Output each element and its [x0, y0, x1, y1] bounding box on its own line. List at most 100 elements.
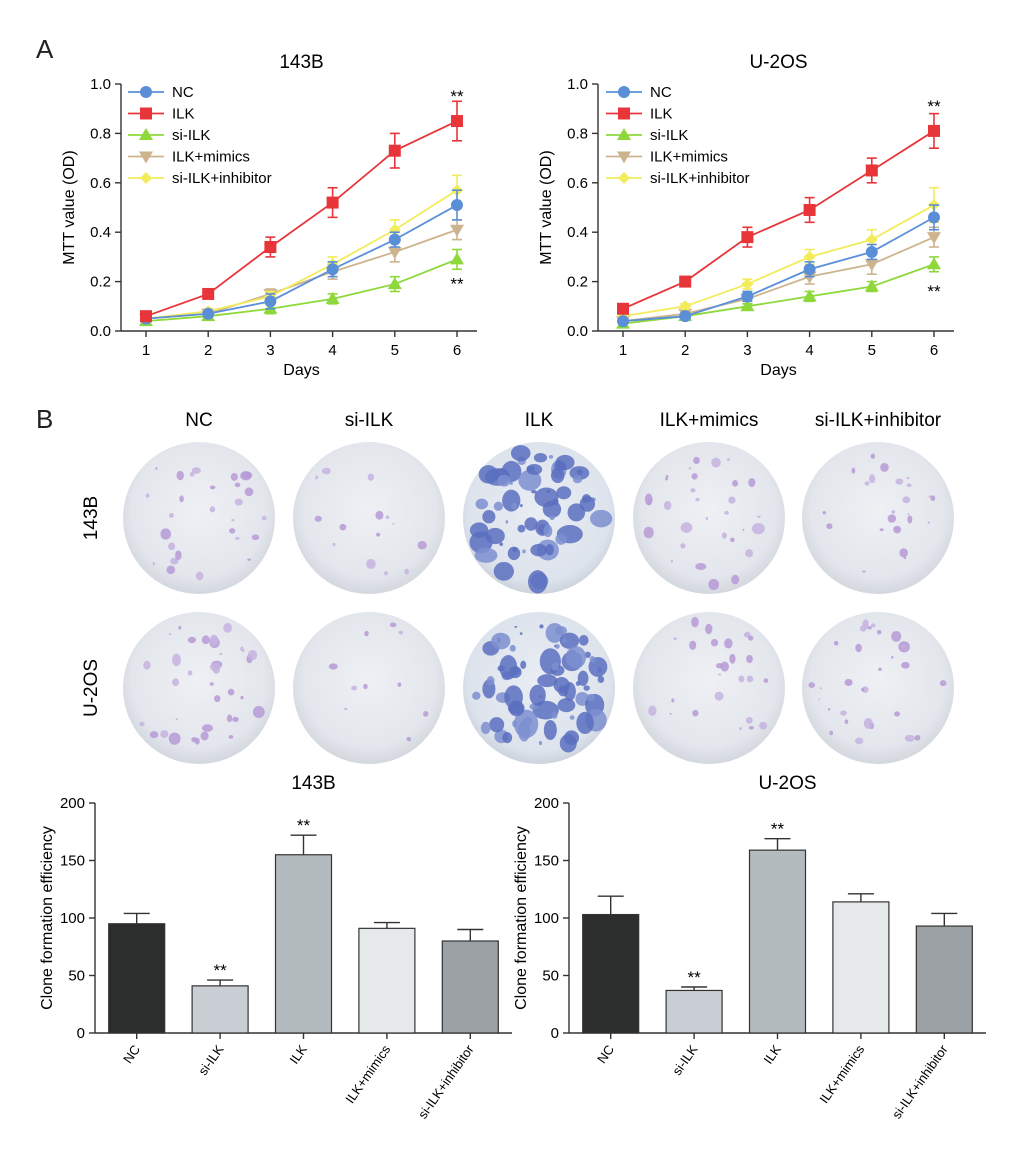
y-tick-label: 100	[60, 910, 85, 927]
colony	[493, 501, 503, 511]
row-label-u-2os: U-2OS	[81, 659, 102, 717]
colony	[680, 543, 686, 549]
plate-dish	[293, 612, 445, 764]
colony	[518, 469, 542, 491]
marker-ilk-5	[865, 164, 878, 177]
x-tick-label-si-ilk: si-ILK	[669, 1042, 701, 1078]
marker-legend-nc	[140, 86, 152, 98]
marker-legend-nc	[618, 86, 630, 98]
x-tick-label: 4	[328, 342, 336, 359]
marker-ilk-mimics-5	[864, 259, 879, 272]
colony	[844, 678, 853, 687]
colony	[930, 495, 936, 502]
legend-label-si-ilk-inhibitor: si-ILK+inhibitor	[650, 170, 750, 187]
colony	[502, 732, 513, 744]
colony	[191, 737, 198, 743]
marker-legend-ilk	[140, 107, 152, 120]
marker-ilk-1	[617, 302, 629, 315]
colony	[520, 503, 523, 508]
colony	[870, 453, 876, 459]
colony	[171, 653, 181, 667]
colony	[705, 623, 713, 635]
colony	[644, 493, 653, 506]
colony	[475, 498, 488, 510]
plate-143b-ilk	[463, 442, 615, 594]
colony	[530, 543, 548, 557]
colony	[242, 649, 245, 652]
series-line-si-ilk-inhibitor	[622, 204, 935, 318]
marker-legend-ilk-mimics	[139, 151, 153, 164]
series-line-si-ilk	[145, 258, 458, 323]
colony	[389, 622, 397, 628]
bar-ilk	[748, 849, 807, 1034]
colony	[351, 685, 358, 691]
marker-si-ilk-inhibitor-5	[865, 233, 878, 246]
significance-mark: **	[927, 97, 941, 116]
colony	[145, 493, 150, 498]
marker-nc-3	[741, 290, 754, 303]
column-label-ilk-mimics: ILK+mimics	[660, 410, 759, 431]
marker-ilk-2	[202, 287, 215, 300]
series-line-ilk	[145, 120, 458, 318]
colony	[759, 721, 768, 730]
colony	[689, 640, 697, 650]
series-ilk-mimics	[616, 226, 941, 329]
y-tick-label: 200	[60, 795, 85, 812]
marker-ilk-3	[741, 231, 754, 244]
marker-si-ilk-4	[325, 291, 340, 304]
plate-143b-nc	[123, 442, 275, 594]
colony	[901, 661, 910, 669]
colony	[555, 533, 567, 545]
colony	[519, 632, 523, 635]
column-label-si-ilk: si-ILK	[345, 410, 394, 431]
colony	[711, 457, 721, 468]
colony	[551, 711, 558, 719]
colony	[493, 561, 514, 581]
row-label-143b: 143B	[81, 496, 102, 540]
colony	[844, 719, 849, 725]
colony	[209, 663, 221, 672]
series-ilk	[617, 112, 940, 315]
colony	[670, 559, 674, 563]
colony	[531, 489, 537, 494]
x-tick-label-nc: NC	[120, 1042, 143, 1066]
colony	[927, 521, 930, 524]
colony	[561, 638, 568, 643]
colony	[695, 563, 707, 571]
panel-label-a: A	[36, 34, 54, 64]
colony	[732, 479, 739, 487]
marker-ilk-6	[451, 115, 463, 128]
marker-nc-4	[803, 263, 816, 276]
colony	[589, 656, 596, 664]
marker-ilk-mimics-6	[450, 224, 464, 237]
colony	[906, 483, 912, 487]
marker-nc-5	[865, 245, 878, 258]
y-tick-label: 50	[68, 968, 85, 985]
colony	[149, 731, 159, 739]
colony	[512, 547, 518, 552]
colony	[363, 683, 368, 690]
colony	[143, 660, 151, 670]
legend-label-si-ilk: si-ILK	[650, 127, 688, 144]
colony	[417, 541, 427, 550]
legend-label-nc: NC	[650, 84, 672, 101]
colony	[397, 682, 402, 687]
colony	[903, 556, 907, 559]
colony	[232, 716, 239, 723]
colony	[567, 503, 586, 522]
colony	[383, 571, 389, 576]
bar-ilk-mimics	[832, 901, 890, 1034]
legend-label-si-ilk-inhibitor: si-ILK+inhibitor	[172, 170, 272, 187]
colony	[554, 644, 557, 648]
marker-nc-4	[326, 263, 339, 276]
colony	[328, 663, 338, 670]
colony	[862, 619, 869, 629]
colony	[876, 629, 882, 635]
colony	[840, 710, 847, 716]
colony	[517, 524, 526, 533]
colony	[869, 474, 876, 484]
colony	[939, 680, 947, 687]
colony	[818, 698, 821, 701]
plate-dish	[633, 612, 785, 764]
